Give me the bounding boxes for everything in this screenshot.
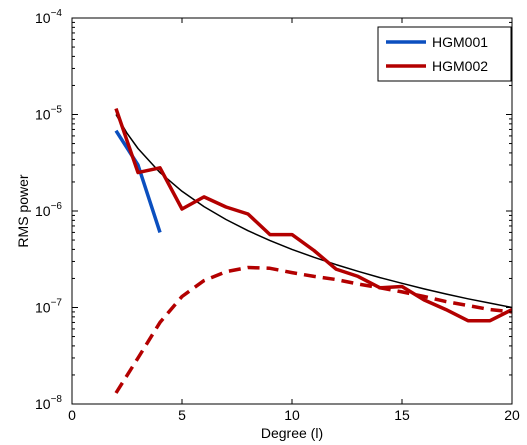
legend-box bbox=[377, 26, 512, 82]
plot-marks bbox=[114, 108, 512, 394]
y-tick-label: 10−8 bbox=[35, 394, 62, 412]
x-tick-label: 0 bbox=[68, 407, 76, 423]
y-tick-label: 10−6 bbox=[35, 201, 62, 219]
dashed-red-series-line bbox=[114, 265, 512, 394]
black-series-line bbox=[115, 114, 512, 309]
legend: HGM001 HGM002 bbox=[377, 26, 512, 82]
x-tick-label: 15 bbox=[394, 407, 410, 423]
x-tick-label: 5 bbox=[178, 407, 186, 423]
hgm001-series-line bbox=[114, 129, 162, 233]
legend-label-hgm002: HGM002 bbox=[432, 58, 488, 74]
x-axis-label: Degree (l) bbox=[261, 425, 323, 441]
x-tick-label: 10 bbox=[284, 407, 300, 423]
y-tick-label: 10−7 bbox=[35, 298, 62, 316]
y-axis-label: RMS power bbox=[15, 174, 31, 247]
y-tick-label: 10−4 bbox=[35, 8, 62, 26]
x-tick-label: 20 bbox=[504, 407, 520, 423]
hgm002-series-line bbox=[114, 108, 512, 323]
axes: 0 5 10 15 20 10−8 10−7 10−6 10−5 10−4 bbox=[35, 8, 520, 423]
y-tick-label: 10−5 bbox=[35, 105, 62, 123]
legend-label-hgm001: HGM001 bbox=[432, 34, 488, 50]
